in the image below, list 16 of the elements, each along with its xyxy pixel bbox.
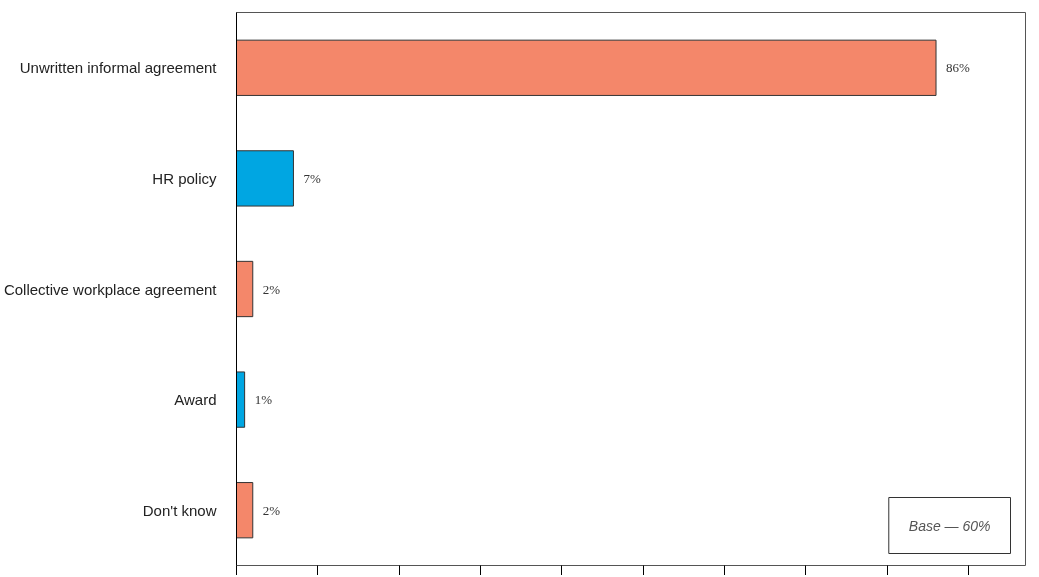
y-tick-label: Collective workplace agreement <box>3 280 218 298</box>
bar <box>236 150 294 207</box>
data-label: 2% <box>262 502 281 518</box>
y-tick-label: Don't know <box>142 501 217 519</box>
annotation: Base — 60% <box>908 517 991 534</box>
bar <box>236 482 254 539</box>
y-tick-label: HR policy <box>152 169 217 187</box>
data-label: 1% <box>254 392 273 408</box>
bar <box>236 39 937 96</box>
bar <box>236 371 246 428</box>
bar <box>236 260 254 318</box>
data-label: 86% <box>946 60 971 76</box>
y-tick-label: Unwritten informal agreement <box>19 59 218 77</box>
data-label: 7% <box>303 170 321 186</box>
y-tick-label: Award <box>174 391 217 409</box>
data-label: 2% <box>262 281 281 297</box>
